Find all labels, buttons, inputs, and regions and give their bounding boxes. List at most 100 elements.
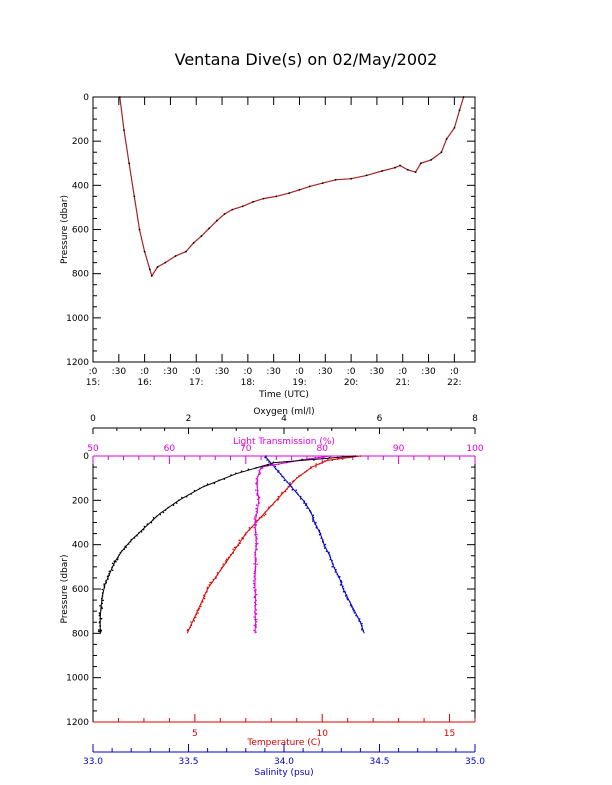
- salinity-profile-point: [305, 503, 308, 505]
- oxygen-profile-point: [159, 513, 162, 516]
- dive-track-point: [150, 275, 153, 277]
- light-profile-point: [253, 570, 256, 573]
- dive-track-point: [262, 197, 265, 200]
- light-profile-point: [260, 467, 263, 470]
- temperature-profile-point: [305, 470, 308, 472]
- salinity-profile-point: [340, 580, 342, 582]
- temperature-profile-point: [210, 581, 213, 584]
- salinity-profile-point: [333, 566, 336, 569]
- oxygen-profile-point: [240, 470, 243, 473]
- oxygen-profile-point: [100, 609, 102, 611]
- dive-track-point: [138, 228, 141, 231]
- salinity-profile-point: [291, 488, 294, 491]
- salinity-profile-point: [344, 595, 347, 597]
- salinity-profile-point: [351, 608, 354, 610]
- x-tick-minute-label: :0: [398, 367, 407, 377]
- light-profile-point: [255, 504, 258, 507]
- salinity-tick-label: 33.5: [178, 757, 198, 767]
- oxygen-profile-point: [124, 545, 126, 548]
- light-profile-point: [323, 456, 325, 459]
- salinity-profile-point: [328, 552, 330, 554]
- dive-track-point: [231, 208, 234, 211]
- salinity-profile-point: [320, 537, 323, 539]
- salinity-profile-point: [315, 527, 318, 529]
- oxygen-profile-point: [106, 575, 109, 578]
- salinity-profile-point: [329, 556, 332, 558]
- salinity-profile-point: [353, 612, 356, 614]
- temperature-profile-point: [197, 612, 199, 614]
- salinity-profile-point: [322, 541, 325, 543]
- salinity-profile-point: [290, 485, 293, 488]
- oxygen-profile-point: [100, 629, 102, 632]
- oxygen-profile-point: [125, 546, 127, 549]
- temperature-profile-point: [202, 601, 204, 603]
- light-profile-point: [253, 629, 255, 632]
- temperature-profile-point: [284, 490, 287, 493]
- temperature-profile-point: [215, 577, 217, 579]
- dive-track-point: [445, 138, 448, 140]
- temperature-profile-point: [251, 526, 253, 528]
- dive-track-point: [143, 250, 146, 253]
- light-profile-point: [256, 476, 259, 478]
- salinity-profile-point: [310, 511, 312, 514]
- x-tick-hour-label: 21:: [395, 378, 409, 388]
- y-tick-label: 1200: [66, 718, 89, 728]
- x-tick-minute-label: :0: [243, 367, 252, 377]
- temperature-profile-point: [300, 474, 302, 477]
- light-profile-point: [255, 609, 258, 611]
- temperature-profile-point: [242, 537, 244, 540]
- oxygen-profile-point: [328, 456, 331, 459]
- oxygen-profile-point: [123, 548, 125, 551]
- oxygen-tick-label: 0: [90, 414, 96, 424]
- x-tick-hour-label: 22:: [447, 378, 461, 388]
- salinity-profile-point: [328, 554, 331, 556]
- temperature-profile-point: [244, 533, 247, 536]
- x-tick-hour-label: 16:: [137, 378, 151, 388]
- dive-track-point: [308, 185, 311, 188]
- light-profile-point: [255, 548, 258, 551]
- salinity-profile-point: [266, 459, 268, 461]
- salinity-profile-point: [303, 502, 305, 504]
- x-tick-minute-label: :0: [295, 367, 304, 377]
- y-tick-label: 1000: [66, 674, 89, 684]
- light-profile-point: [255, 589, 257, 591]
- oxygen-profile-point: [117, 556, 119, 559]
- light-profile-point: [254, 590, 256, 592]
- temperature-profile-point: [215, 576, 217, 578]
- temperature-profile-point: [237, 544, 240, 547]
- dive-track-point: [185, 250, 187, 253]
- temperature-profile-point: [241, 537, 243, 539]
- temperature-profile-point: [225, 561, 228, 564]
- oxygen-profile-point: [138, 532, 140, 534]
- oxygen-profile-point: [99, 631, 102, 633]
- salinity-profile-point: [278, 470, 280, 472]
- temperature-profile-point: [194, 616, 197, 619]
- dive-track-point: [192, 241, 195, 244]
- salinity-profile-point: [349, 601, 351, 603]
- salinity-profile-point: [309, 510, 311, 512]
- light-profile-point: [255, 524, 257, 526]
- oxygen-profile-point: [108, 572, 110, 575]
- oxygen-profile-point: [102, 592, 104, 594]
- oxygen-profile-point: [155, 515, 158, 518]
- temperature-profile-point: [319, 462, 321, 465]
- oxygen-profile-point: [267, 464, 269, 467]
- oxygen-profile-point: [105, 582, 108, 584]
- oxygen-profile-point: [101, 595, 104, 597]
- oxygen-profile-point: [143, 525, 146, 528]
- salinity-profile-point: [362, 630, 365, 632]
- salinity-profile-point: [318, 529, 321, 532]
- dive-track-point: [394, 166, 396, 169]
- temperature-profile-point: [209, 581, 211, 584]
- x-tick-minute-label: :30: [421, 367, 436, 377]
- light-profile-point: [254, 554, 256, 557]
- light-profile-point: [256, 493, 258, 495]
- temperature-profile-point: [229, 554, 232, 556]
- salinity-profile-point: [334, 571, 337, 573]
- light-profile-point: [256, 618, 258, 621]
- oxygen-profile-point: [341, 455, 344, 458]
- oxygen-profile-point: [193, 489, 196, 492]
- oxygen-profile-point: [181, 496, 183, 499]
- temperature-profile-point: [233, 546, 236, 549]
- temperature-profile-point: [331, 459, 334, 462]
